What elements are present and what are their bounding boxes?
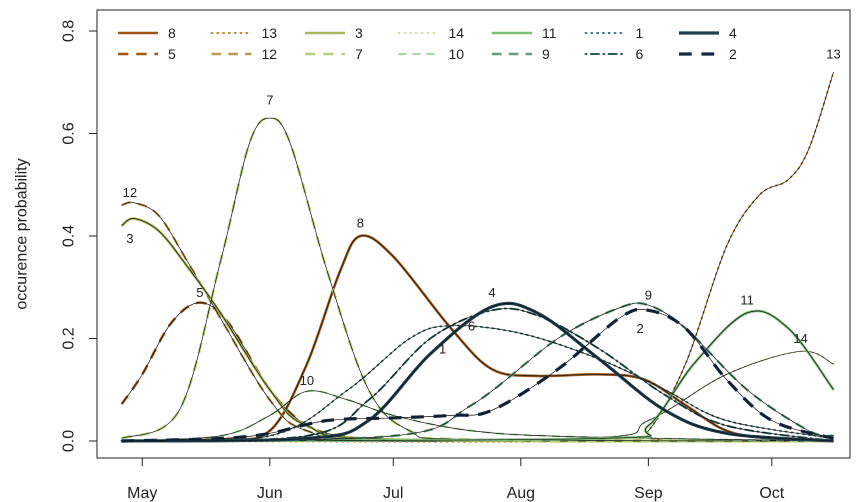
legend-label-3: 3 <box>355 25 363 41</box>
series-centerline-6 <box>121 308 834 442</box>
x-tick-label-oct: Oct <box>759 485 784 502</box>
peak-label-7: 7 <box>266 93 273 108</box>
legend-item-13: 13 <box>210 25 278 41</box>
series-line-7 <box>121 116 834 443</box>
y-tick-label-0-6: 0.6 <box>61 122 78 144</box>
legend-label-14: 14 <box>449 25 465 41</box>
peak-label-8: 8 <box>357 216 364 231</box>
series-14 <box>120 350 835 442</box>
series-centerline-13 <box>121 71 834 443</box>
series-centerline-14 <box>121 350 834 442</box>
legend-item-3: 3 <box>305 25 363 41</box>
series-centerline-2 <box>121 309 834 442</box>
series-centerline-4 <box>121 303 834 442</box>
peak-label-6: 6 <box>468 319 475 334</box>
x-tick-label-jul: Jul <box>383 485 403 502</box>
series-centerline-8 <box>121 235 834 442</box>
legend-item-1: 1 <box>584 25 644 41</box>
series-9 <box>121 301 834 443</box>
peak-labels: 8 5 13 12 3 7 14 10 11 9 1 6 4 2 <box>123 47 841 388</box>
series-centerline-1 <box>121 325 834 442</box>
legend-label-8: 8 <box>168 25 176 41</box>
legend-item-14: 14 <box>397 25 465 41</box>
x-tick-label-aug: Aug <box>507 485 535 502</box>
peak-label-11: 11 <box>740 293 754 308</box>
series-7 <box>121 116 834 443</box>
y-tick-label-0-0: 0.0 <box>61 430 78 452</box>
peak-label-4: 4 <box>488 285 495 300</box>
legend-item-6: 6 <box>584 46 644 62</box>
x-tick-label-jun: Jun <box>257 485 283 502</box>
series-4 <box>121 301 834 443</box>
peak-label-10: 10 <box>300 373 314 388</box>
axes: 0.0 0.2 0.4 0.6 0.8 May Jun Jul Aug Sep Oct <box>61 9 851 502</box>
legend-label-2: 2 <box>729 46 737 62</box>
legend-item-9: 9 <box>492 46 550 62</box>
legend-item-2: 2 <box>679 46 737 62</box>
legend: 8 5 13 12 3 7 14 10 11 9 1 6 4 2 <box>118 25 737 62</box>
series-line-8 <box>121 234 834 443</box>
legend-label-11: 11 <box>542 25 557 41</box>
x-tick-label-sep: Sep <box>634 485 663 502</box>
y-tick-label-0-2: 0.2 <box>61 327 78 349</box>
series-line-13 <box>120 71 835 443</box>
legend-item-8: 8 <box>118 25 176 41</box>
legend-label-9: 9 <box>542 46 550 62</box>
series-layer <box>120 71 835 443</box>
x-tick-label-may: May <box>127 485 157 502</box>
legend-item-10: 10 <box>398 46 465 62</box>
peak-label-12: 12 <box>123 185 137 200</box>
peak-label-14: 14 <box>793 331 807 346</box>
legend-label-5: 5 <box>168 46 176 62</box>
y-axis-title: occurence probability <box>14 158 31 309</box>
peak-label-3: 3 <box>126 231 133 246</box>
legend-item-4: 4 <box>679 25 737 41</box>
peak-label-5: 5 <box>196 285 203 300</box>
legend-label-1: 1 <box>636 25 644 41</box>
series-1 <box>120 324 835 443</box>
series-line-1 <box>120 324 835 443</box>
peak-label-1: 1 <box>439 341 446 356</box>
series-11 <box>121 309 835 443</box>
series-13 <box>120 71 835 443</box>
legend-label-10: 10 <box>449 46 465 62</box>
legend-label-6: 6 <box>636 46 644 62</box>
series-line-14 <box>120 350 835 442</box>
legend-item-12: 12 <box>211 46 278 62</box>
legend-label-4: 4 <box>729 25 737 41</box>
series-6 <box>120 307 835 442</box>
series-8 <box>121 234 834 443</box>
legend-label-12: 12 <box>262 46 278 62</box>
series-centerline-7 <box>121 117 834 442</box>
series-centerline-9 <box>121 302 834 442</box>
series-centerline-11 <box>121 310 834 442</box>
peak-label-13: 13 <box>826 47 840 62</box>
legend-label-7: 7 <box>355 46 363 62</box>
legend-label-13: 13 <box>262 25 278 41</box>
plot-frame <box>96 9 851 459</box>
peak-label-2: 2 <box>637 321 644 336</box>
y-tick-label-0-4: 0.4 <box>61 225 78 247</box>
y-tick-label-0-8: 0.8 <box>61 20 78 42</box>
series-2 <box>121 307 834 443</box>
legend-item-7: 7 <box>305 46 363 62</box>
legend-item-5: 5 <box>118 46 176 62</box>
legend-item-11: 11 <box>492 25 557 41</box>
peak-label-9: 9 <box>645 287 652 302</box>
